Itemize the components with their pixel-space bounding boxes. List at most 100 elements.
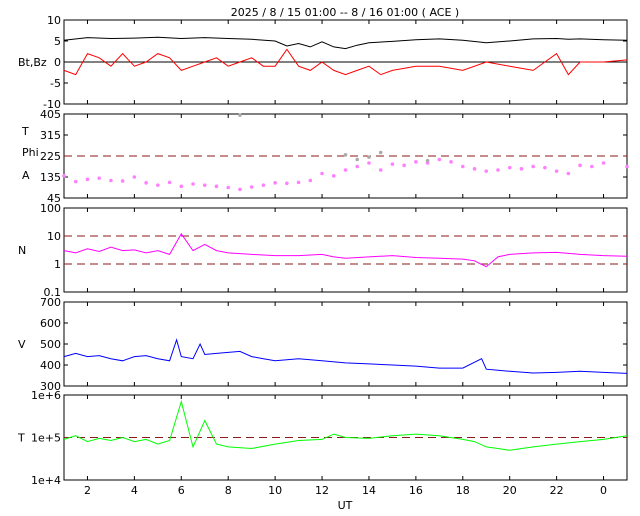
x-tick-label: 4: [131, 484, 138, 497]
data-point-theta: [343, 153, 348, 157]
y-axis-label: V: [18, 338, 26, 351]
panel-frame: [63, 301, 628, 387]
chart-title: 2025 / 8 / 15 01:00 -- 8 / 16 01:00 ( AC…: [231, 6, 459, 19]
data-point-phi: [343, 168, 348, 172]
x-tick-label: 18: [456, 484, 470, 497]
data-point-phi: [590, 164, 594, 169]
data-point-phi: [414, 160, 418, 164]
y-axis-label: T: [21, 125, 29, 138]
data-point-phi: [507, 165, 512, 170]
data-point-phi: [355, 164, 360, 169]
y-tick-label: 135: [40, 171, 61, 184]
data-point-phi: [519, 167, 524, 171]
data-point-phi: [156, 183, 160, 187]
y-tick-label: 700: [40, 296, 61, 309]
y-tick-label: 100: [40, 202, 61, 215]
data-point-phi: [437, 157, 442, 162]
y-axis-label: Bt,Bz: [18, 56, 47, 69]
data-point-phi: [331, 174, 336, 178]
data-point-phi: [226, 185, 231, 190]
data-point-phi: [296, 180, 301, 185]
x-tick-label: 0: [600, 484, 607, 497]
data-point-theta: [425, 158, 430, 163]
x-tick-label: 14: [362, 484, 376, 497]
x-tick-label: 12: [315, 484, 329, 497]
y-tick-label: 300: [40, 380, 61, 393]
x-tick-label: 2: [84, 484, 91, 497]
data-point-phi: [109, 178, 113, 183]
y-axis-label: A: [22, 169, 30, 182]
data-point-phi: [390, 162, 395, 166]
panel-magnetic-field: 10 5 0 -5 -10 Bt,Bz: [18, 14, 628, 111]
data-point-phi: [531, 164, 535, 169]
y-tick-label: 1e+5: [31, 432, 61, 445]
data-point-phi: [449, 160, 453, 164]
data-point-phi: [308, 178, 313, 183]
data-point-phi: [97, 176, 101, 180]
x-tick-label: 20: [503, 484, 517, 497]
x-tick-label: 10: [268, 484, 282, 497]
data-point-theta: [378, 150, 383, 155]
data-point-theta: [367, 155, 371, 159]
data-point-phi: [578, 163, 582, 168]
data-point-phi: [238, 187, 242, 192]
data-point-phi: [320, 171, 324, 176]
data-point-phi: [214, 184, 219, 189]
data-point-phi: [554, 169, 559, 173]
panel-density: 100 10 1 0.1 N: [18, 202, 628, 299]
data-point-phi: [625, 164, 629, 169]
data-point-phi: [191, 182, 195, 186]
y-axis-label: T: [17, 432, 25, 445]
y-tick-label: 10: [47, 230, 61, 243]
series-line-bt: [63, 36, 628, 50]
y-tick-label: -5: [50, 77, 61, 90]
y-tick-label: 600: [40, 317, 61, 330]
y-axis-label: N: [18, 244, 26, 257]
x-axis-label: UT: [338, 499, 353, 512]
y-tick-label: 405: [40, 108, 61, 121]
panel-speed: 700 600 500 400 300 V: [18, 296, 628, 393]
series-line-v: [63, 338, 628, 374]
x-tick-label: 6: [178, 484, 185, 497]
data-point-phi: [167, 180, 172, 185]
y-axis-label: Phi: [22, 146, 39, 159]
data-point-phi: [261, 183, 266, 187]
data-point-phi: [62, 174, 66, 178]
data-point-theta: [355, 157, 360, 162]
data-point-phi: [601, 161, 606, 165]
x-tick-label: 22: [550, 484, 564, 497]
data-point-phi: [273, 181, 277, 185]
data-point-phi: [202, 183, 207, 187]
data-point-phi: [378, 168, 383, 172]
series-line-n: [63, 232, 628, 268]
data-point-phi: [285, 181, 289, 186]
y-tick-label: 5: [54, 35, 61, 48]
y-tick-label: 315: [40, 129, 61, 142]
y-tick-label: 0.1: [44, 286, 62, 299]
data-point-phi: [179, 184, 184, 189]
x-tick-label: 16: [409, 484, 423, 497]
series-line-bz: [63, 48, 628, 76]
data-point-phi: [249, 185, 254, 189]
data-point-phi: [120, 179, 125, 183]
data-point-phi: [367, 161, 371, 165]
y-tick-label: -10: [43, 98, 61, 111]
data-point-phi: [402, 163, 406, 168]
y-tick-label: 0: [54, 56, 61, 69]
y-tick-label: 225: [40, 150, 61, 163]
panel-imf-angles: 405 315 225 135 45 T Phi A: [21, 108, 629, 205]
y-tick-label: 1e+4: [31, 474, 61, 487]
data-point-phi: [73, 179, 78, 184]
data-point-phi: [144, 181, 148, 185]
panel-temperature: 1e+6 1e+5 1e+4 T: [17, 389, 628, 487]
y-tick-label: 1e+6: [31, 389, 61, 402]
data-point-phi: [496, 168, 500, 172]
data-point-phi: [484, 169, 489, 173]
data-point-phi: [460, 164, 465, 169]
data-point-phi: [472, 167, 477, 171]
y-tick-label: 400: [40, 359, 61, 372]
data-point-phi: [566, 171, 571, 176]
x-tick-label: 8: [225, 484, 232, 497]
